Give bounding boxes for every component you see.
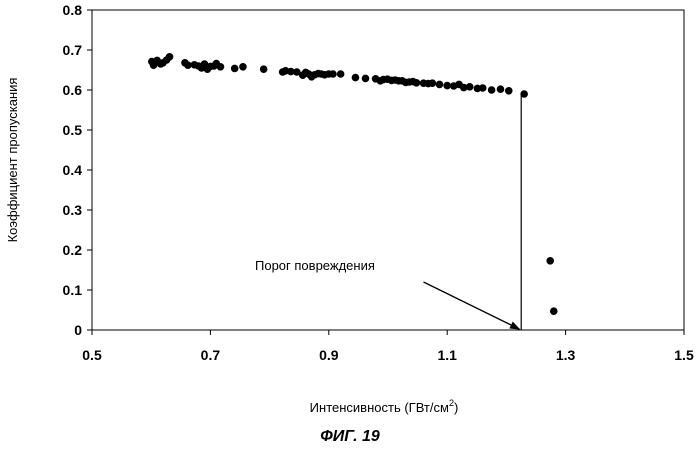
- data-point: [239, 63, 247, 71]
- figure-caption: ФИГ. 19: [0, 428, 700, 446]
- damage-threshold: [424, 94, 522, 330]
- y-tick-label: 0.2: [63, 242, 83, 258]
- data-point: [429, 79, 437, 87]
- data-point: [184, 61, 192, 69]
- data-point: [413, 79, 421, 87]
- x-tick-label: 0.5: [82, 347, 102, 363]
- x-tick-label: 1.3: [556, 347, 576, 363]
- data-point: [217, 63, 225, 71]
- threshold-arrow: [424, 282, 520, 329]
- x-axis-label-main: Интенсивность (ГВт/см: [310, 400, 449, 415]
- y-tick-label: 0.1: [63, 282, 83, 298]
- data-point: [166, 53, 174, 61]
- y-tick-label: 0.6: [63, 82, 83, 98]
- data-points: [148, 53, 558, 315]
- data-point: [329, 70, 337, 78]
- y-tick-label: 0.7: [63, 42, 83, 58]
- y-tick-label: 0: [74, 322, 82, 338]
- data-point: [362, 75, 370, 83]
- data-point: [497, 85, 505, 93]
- y-axis-ticks: 0 0.1 0.2 0.3 0.4 0.5 0.6 0.7 0.8: [63, 2, 92, 338]
- x-tick-label: 0.7: [201, 347, 221, 363]
- x-tick-label: 1.5: [674, 347, 694, 363]
- data-point: [550, 307, 558, 315]
- plot-area: [92, 10, 684, 330]
- data-point: [443, 82, 451, 90]
- data-point: [352, 74, 360, 82]
- data-point: [337, 70, 345, 78]
- y-tick-label: 0.3: [63, 202, 83, 218]
- y-tick-label: 0.5: [63, 122, 83, 138]
- data-point: [466, 83, 474, 91]
- data-point: [231, 65, 239, 73]
- data-point: [488, 86, 496, 94]
- data-point: [436, 81, 444, 89]
- threshold-annotation: Порог повреждения: [255, 258, 375, 273]
- y-axis-label: Коэффициент пропускания: [5, 78, 20, 243]
- x-axis-ticks: 0.5 0.7 0.9 1.1 1.3 1.5: [82, 330, 694, 363]
- data-point: [546, 257, 554, 265]
- data-point: [260, 65, 268, 73]
- x-axis-label-close: ): [454, 400, 458, 415]
- data-point: [479, 84, 487, 92]
- y-tick-label: 0.8: [63, 2, 83, 18]
- x-axis-label: Интенсивность (ГВт/см2): [310, 398, 459, 415]
- x-tick-label: 1.1: [437, 347, 457, 363]
- y-tick-label: 0.4: [63, 162, 83, 178]
- data-point: [505, 87, 513, 95]
- data-point: [520, 90, 528, 98]
- x-tick-label: 0.9: [319, 347, 339, 363]
